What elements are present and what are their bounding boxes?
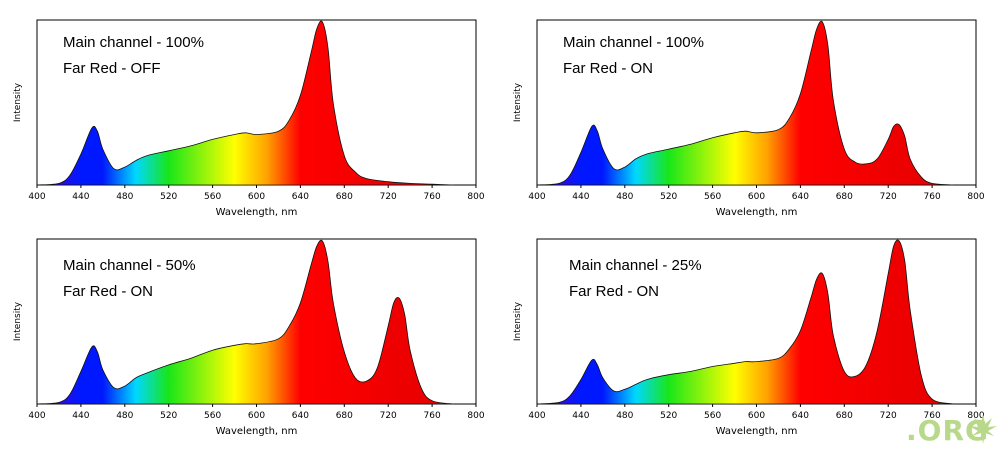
x-tick-label: 400	[528, 411, 545, 421]
panel-annotation: Far Red - ON	[569, 283, 659, 300]
x-tick-label: 440	[72, 192, 89, 202]
watermark-text: .ORG	[906, 414, 989, 447]
x-tick-label: 600	[748, 411, 765, 421]
x-tick-label: 720	[880, 192, 897, 202]
x-tick-label: 520	[660, 192, 677, 202]
x-tick-label: 720	[380, 411, 397, 421]
spectrum-panel-4: 400 440 480 520 560 600 640 680 720 760 800 Wavelen…	[513, 238, 985, 437]
x-tick-label: 520	[660, 411, 677, 421]
x-axis-label: Wavelength, nm	[716, 426, 798, 437]
x-tick-label: 680	[836, 192, 853, 202]
x-tick-label: 480	[116, 411, 133, 421]
x-tick-label: 560	[704, 411, 721, 421]
panel-annotation: Main channel - 100%	[63, 34, 204, 51]
x-tick-label: 440	[572, 411, 589, 421]
x-tick-label: 560	[204, 411, 221, 421]
x-tick-label: 400	[28, 192, 45, 202]
spectrum-panel-1: 400 440 480 520 560 600 640 680 720 760 800 Wavelen…	[13, 19, 485, 218]
y-axis-label: Intensity	[13, 82, 23, 122]
x-tick-label: 760	[424, 192, 441, 202]
x-tick-label: 600	[248, 411, 265, 421]
x-tick-label: 560	[204, 192, 221, 202]
x-tick-label: 680	[336, 192, 353, 202]
x-tick-label: 640	[792, 411, 809, 421]
x-tick-label: 640	[292, 411, 309, 421]
x-axis-label: Wavelength, nm	[716, 207, 798, 218]
x-tick-label: 400	[528, 192, 545, 202]
x-axis-label: Wavelength, nm	[216, 207, 298, 218]
x-tick-label: 560	[704, 192, 721, 202]
spectrum-area	[536, 239, 955, 405]
x-tick-label: 600	[748, 192, 765, 202]
x-tick-label: 800	[967, 192, 984, 202]
x-tick-label: 440	[572, 192, 589, 202]
panel-annotation: Main channel - 50%	[63, 257, 196, 274]
y-axis-label: Intensity	[513, 301, 523, 341]
x-tick-label: 400	[28, 411, 45, 421]
x-tick-label: 800	[467, 411, 484, 421]
y-axis-label: Intensity	[13, 301, 23, 341]
x-tick-label: 760	[924, 411, 941, 421]
x-tick-label: 480	[616, 192, 633, 202]
spectrum-area	[536, 20, 955, 186]
panel-annotation: Far Red - ON	[563, 60, 653, 77]
spectrum-area	[36, 20, 455, 186]
x-tick-label: 480	[116, 192, 133, 202]
x-tick-label: 640	[292, 192, 309, 202]
x-tick-label: 760	[424, 411, 441, 421]
x-tick-label: 520	[160, 192, 177, 202]
spectrum-panel-3: 400 440 480 520 560 600 640 680 720 760 800 Wavelen…	[13, 238, 485, 437]
x-tick-label: 720	[880, 411, 897, 421]
x-tick-label: 600	[248, 192, 265, 202]
panel-annotation: Main channel - 25%	[569, 257, 702, 274]
x-tick-label: 680	[336, 411, 353, 421]
x-tick-label: 640	[792, 192, 809, 202]
y-axis-label: Intensity	[513, 82, 523, 122]
x-tick-label: 480	[616, 411, 633, 421]
spectrum-panel-2: 400 440 480 520 560 600 640 680 720 760 800 Wavelen…	[513, 19, 985, 218]
x-tick-label: 800	[467, 192, 484, 202]
x-tick-label: 440	[72, 411, 89, 421]
x-tick-label: 680	[836, 411, 853, 421]
panel-annotation: Far Red - ON	[63, 283, 153, 300]
panel-annotation: Far Red - OFF	[63, 60, 161, 77]
x-tick-label: 800	[967, 411, 984, 421]
panel-annotation: Main channel - 100%	[563, 34, 704, 51]
x-tick-label: 520	[160, 411, 177, 421]
spectrum-area	[36, 239, 455, 405]
x-tick-label: 760	[924, 192, 941, 202]
x-axis-label: Wavelength, nm	[216, 426, 298, 437]
x-tick-label: 720	[380, 192, 397, 202]
cannabis-leaf-icon	[969, 414, 997, 444]
